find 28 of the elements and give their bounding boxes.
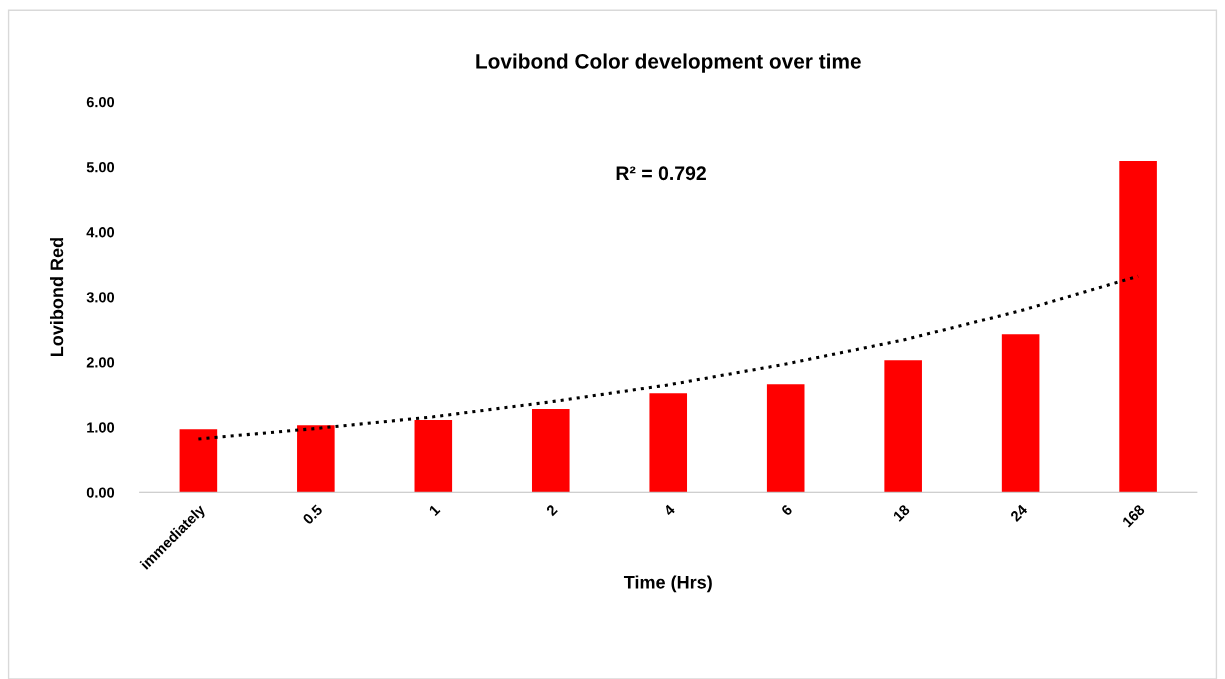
y-tick-label: 1.00 <box>87 422 115 433</box>
bar <box>414 420 453 493</box>
bar <box>766 384 805 493</box>
y-tick-label: 0.00 <box>86 487 115 498</box>
chart-title: Lovibond Color development over time <box>476 53 861 73</box>
bar <box>1001 334 1040 493</box>
y-tick-label: 3.00 <box>86 292 115 303</box>
x-tick-label: 4 <box>663 503 676 517</box>
y-axis-title: Lovibond Red <box>49 238 64 357</box>
bar <box>1119 161 1157 493</box>
x-tick-label: 1 <box>428 504 441 516</box>
x-axis-title: Time (Hrs) <box>623 575 712 593</box>
y-tick-label: 2.00 <box>86 357 115 368</box>
x-tick-label: 0.5 <box>302 503 324 525</box>
bar <box>297 425 335 493</box>
annotation: R² = 0.792 <box>616 166 706 181</box>
y-tick-label: 5.00 <box>86 162 115 173</box>
x-tick-label: 6 <box>780 504 793 517</box>
y-tick-label: 6.00 <box>86 96 115 108</box>
x-tick-label: 24 <box>1009 503 1029 522</box>
bar <box>531 408 570 493</box>
x-tick-label: 2 <box>545 504 558 517</box>
x-tick-label: 18 <box>892 503 911 522</box>
y-tick-label: 4.00 <box>86 227 115 238</box>
bar <box>649 393 688 493</box>
bar <box>179 429 218 493</box>
bar <box>884 360 922 493</box>
x-tick-label: 168 <box>1121 503 1146 528</box>
